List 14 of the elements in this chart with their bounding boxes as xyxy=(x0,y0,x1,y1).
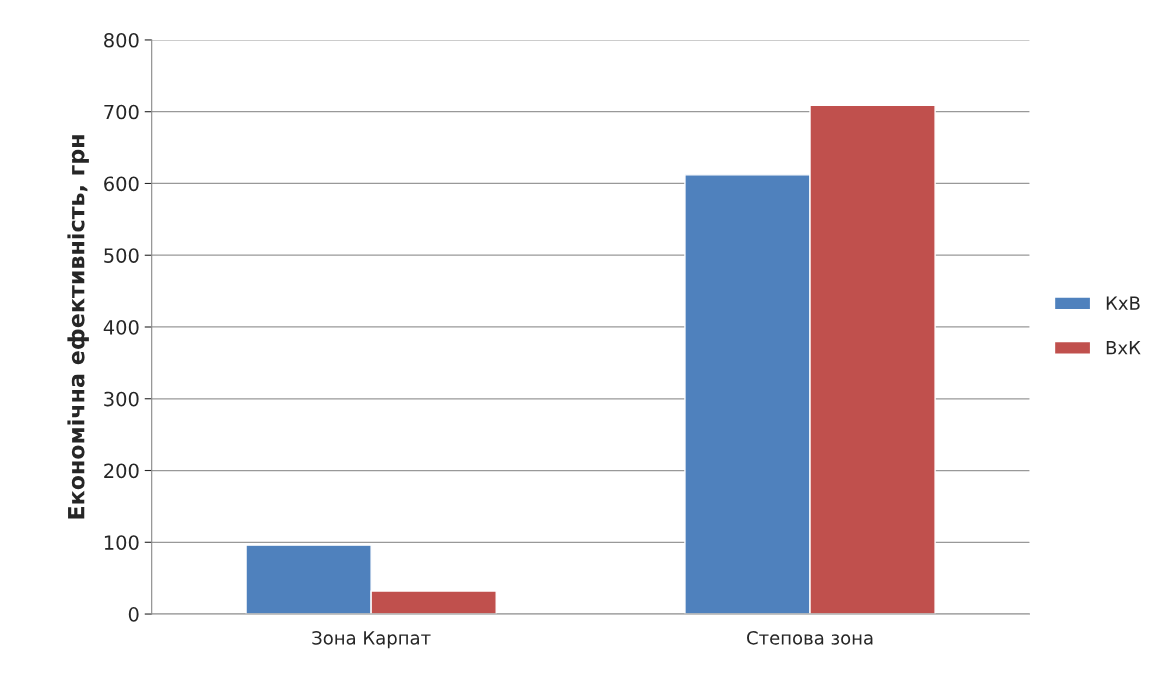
y-tick-label: 300 xyxy=(104,391,139,407)
y-tick-label: 400 xyxy=(103,319,139,335)
y-tick-label: 600 xyxy=(104,176,139,192)
legend-label: КхВ xyxy=(1106,296,1140,310)
x-tick-label: Зона Карпат xyxy=(312,631,431,649)
y-tick-label: 200 xyxy=(104,463,139,479)
y-tick-label: 800 xyxy=(104,32,139,48)
y-tick-label: 700 xyxy=(104,104,139,120)
y-tick-label: 0 xyxy=(128,606,139,622)
x-tick-label: Степова зона xyxy=(747,631,873,645)
y-tick-label: 500 xyxy=(104,248,139,263)
y-axis-title: Економічна ефективність, грн xyxy=(67,135,89,519)
y-tick-label: 100 xyxy=(104,535,139,550)
legend-label: ВхК xyxy=(1106,341,1141,355)
